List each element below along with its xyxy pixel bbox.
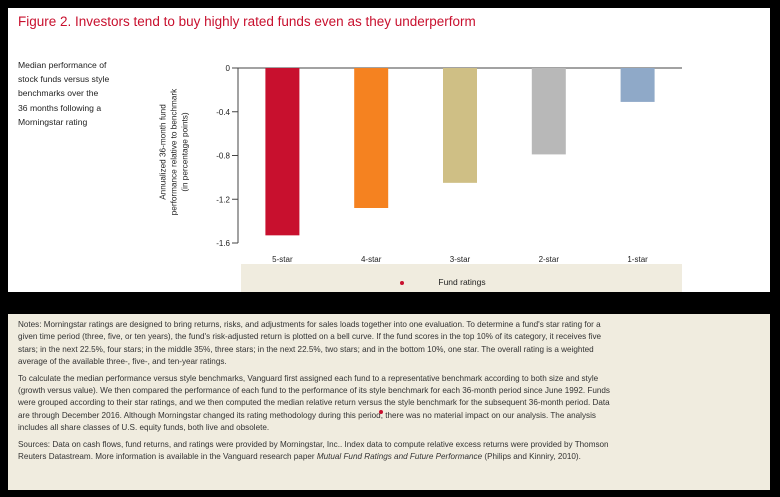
x-tick-label: 3-star (450, 255, 471, 264)
bar-2-star (531, 68, 566, 155)
notes-paragraph: Notes: Morningstar ratings are designed … (18, 319, 766, 369)
description-line: stock funds versus style (18, 74, 110, 85)
sources-citation: (Philips and Kinniry, 2010). (482, 452, 581, 462)
sources-line: Reuters Datastream. More information is … (18, 451, 766, 463)
description-line: Median performance of (18, 60, 107, 70)
notes-line: Notes: Morningstar ratings are designed … (18, 320, 601, 329)
notes-line: To calculate the median performance vers… (18, 373, 599, 383)
x-tick-label: 2-star (539, 255, 560, 264)
y-tick-label: -0.8 (216, 152, 230, 161)
bar-3-star (443, 68, 477, 183)
red-dot-marker (379, 410, 383, 414)
bar-4-star (354, 68, 389, 208)
notes-text: Notes: Morningstar ratings are designed … (18, 319, 766, 467)
x-tick-label: 1-star (627, 255, 648, 264)
description-line: 36 months following a (18, 102, 102, 113)
x-tick-label: 4-star (361, 255, 382, 264)
figure-panel (8, 8, 770, 292)
notes-panel: Notes: Morningstar ratings are designed … (8, 314, 770, 490)
bar-chart: 0 -0.4 -0.8 -1.2 -1.6 5-star 4-star 3-star 2-sta… (216, 64, 682, 292)
paper-title: Mutual Fund Ratings and Future Performan… (316, 452, 483, 462)
notes-line: are through December 2016. Although Morn… (18, 410, 596, 420)
sources-line: Sources: Data on cash flows, fund return… (18, 439, 609, 449)
figure-title: Figure 2. Investors tend to buy highly r… (18, 14, 476, 29)
bar-5-star (265, 68, 300, 236)
notes-line: given time period (three, five, or ten y… (18, 332, 602, 342)
x-axis-band (241, 264, 682, 292)
sources-text: Reuters Datastream. More information is … (18, 452, 317, 462)
y-tick-label: -0.4 (216, 108, 230, 117)
x-tick-label: 5-star (272, 255, 293, 264)
chart-description: Median performance of stock funds versus… (18, 58, 148, 129)
notes-line: includes all share classes of U.S. equit… (18, 423, 270, 433)
description-line: benchmarks over the (18, 88, 99, 99)
notes-line: average of the available three-, five-, … (18, 357, 227, 367)
notes-line: (growth versus value). We then compared … (18, 386, 610, 396)
sources-paragraph: Sources: Data on cash flows, fund return… (18, 439, 766, 464)
notes-line: were grouped according to their star rat… (18, 398, 610, 408)
description-line: Morningstar rating (18, 116, 88, 127)
y-tick-label: -1.2 (216, 195, 230, 204)
notes-line: stars; in the next 22.5%, four stars; in… (18, 344, 594, 354)
y-tick-label: -1.6 (216, 239, 230, 248)
x-axis-title: Fund ratings (438, 277, 485, 287)
calculation-paragraph: To calculate the median performance vers… (18, 373, 766, 435)
y-tick-label: 0 (226, 64, 231, 73)
bar-1-star (620, 68, 655, 102)
red-dot-marker (400, 281, 404, 285)
